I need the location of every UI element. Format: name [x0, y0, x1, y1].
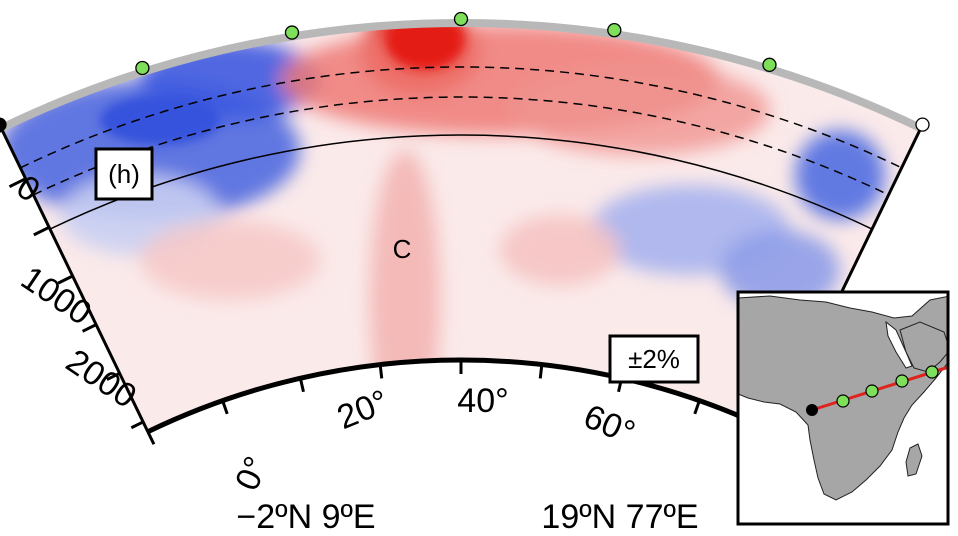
station-5	[762, 57, 777, 72]
inset-station-4	[925, 365, 939, 379]
discontinuity-660km	[33, 96, 889, 196]
angle-tick-label-0: 0°	[228, 451, 276, 496]
panel-label: (h)	[108, 159, 140, 189]
profile-start-marker	[0, 117, 7, 132]
surface-stations	[0, 11, 930, 132]
inset-frame	[736, 290, 950, 526]
angle-tick	[221, 400, 229, 415]
slow-anomaly-east	[510, 65, 770, 155]
scale-label-box	[608, 334, 700, 384]
depth-tick	[57, 274, 74, 285]
depth-tick	[33, 225, 50, 237]
depth-tick	[130, 420, 144, 430]
panel-label-box	[94, 147, 154, 201]
angle-tick	[538, 364, 544, 379]
depth-tick	[106, 371, 121, 381]
fast-anomaly-east-edge	[795, 130, 885, 220]
left-depth-axis	[0, 129, 150, 433]
discontinuity-1000km	[49, 134, 873, 230]
angle-tick-label-20: 20°	[332, 383, 394, 437]
angle-tick	[298, 377, 305, 393]
station-1	[135, 60, 150, 76]
depth-axis-ticks	[0, 128, 144, 430]
inset-location-map	[736, 290, 950, 526]
slow-anomaly-west	[140, 220, 320, 300]
angle-tick	[146, 431, 156, 445]
station-4	[607, 22, 622, 38]
inset-station-3	[895, 374, 909, 388]
depth-tick	[81, 323, 97, 333]
end-coordinate-label: 19ºN 77ºE	[541, 498, 698, 536]
depth-tick	[8, 177, 27, 189]
inset-station-2	[865, 384, 879, 398]
discontinuity-410km	[20, 66, 902, 169]
station-2	[284, 25, 300, 40]
scale-label: ±2%	[628, 344, 680, 374]
station-3	[453, 11, 469, 27]
angle-tick-label-60: 60°	[578, 397, 640, 452]
start-coordinate-label: −2ºN 9ºE	[236, 498, 375, 536]
inset-red-sea	[885, 320, 913, 369]
fast-anomaly-east-low	[720, 230, 840, 310]
fast-anomaly-west-core	[100, 95, 220, 145]
inset-profile-start-marker	[806, 404, 818, 416]
inset-station-1	[836, 394, 850, 408]
angle-tick	[378, 364, 384, 379]
inset-madagascar	[905, 443, 923, 477]
slow-anomaly-mid	[500, 215, 620, 285]
profile-end-marker	[915, 117, 930, 132]
angle-tick	[693, 400, 701, 415]
angle-tick-label-40: 40°	[457, 382, 508, 420]
feature-label-c: C	[393, 234, 412, 264]
